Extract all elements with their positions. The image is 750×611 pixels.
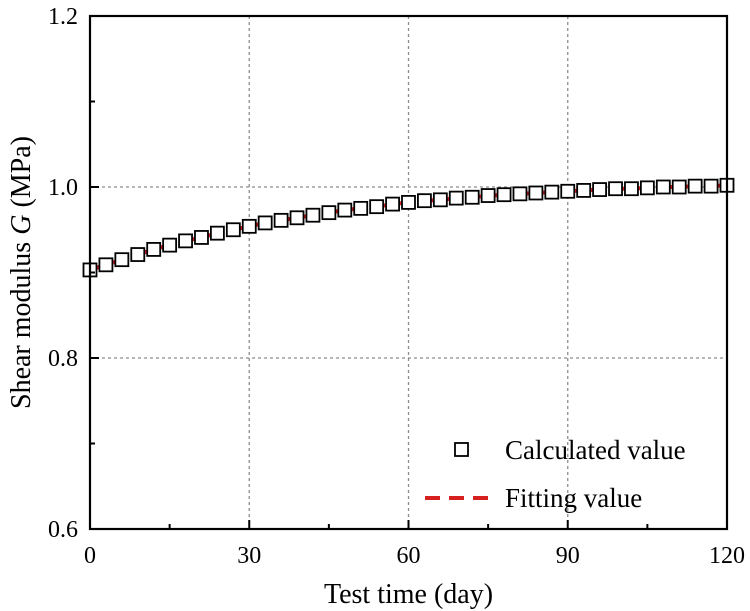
calculated-point xyxy=(178,233,193,249)
calculated-point xyxy=(146,242,162,257)
calculated-point xyxy=(257,215,273,231)
calculated-point xyxy=(225,222,241,238)
calculated-point xyxy=(353,200,369,216)
calculated-point xyxy=(560,183,576,199)
calculated-point xyxy=(528,185,544,201)
x-axis-title: Test time (day) xyxy=(324,579,493,610)
calculated-point xyxy=(496,187,512,203)
x-tick-label: 120 xyxy=(709,543,745,569)
axis-ticks xyxy=(89,15,728,530)
calculated-point xyxy=(464,189,480,205)
calculated-point xyxy=(162,237,178,253)
calculated-point xyxy=(544,184,560,200)
y-axis-title-symbol: G xyxy=(6,215,37,235)
calculated-point xyxy=(130,247,146,262)
calculated-point xyxy=(401,194,416,210)
legend-label-calculated: Calculated value xyxy=(505,435,686,465)
y-tick-label: 1.0 xyxy=(48,175,78,201)
calculated-point xyxy=(321,205,337,221)
y-tick-label: 0.8 xyxy=(48,346,78,372)
calculated-point xyxy=(273,212,289,228)
calculated-point xyxy=(576,183,592,198)
x-tick-labels: 0 30 60 90 120 xyxy=(84,543,745,569)
calculated-point xyxy=(512,186,528,202)
y-tick-label: 0.6 xyxy=(48,517,78,543)
calculated-point xyxy=(241,218,257,234)
calculated-point xyxy=(639,180,655,196)
x-tick-label: 90 xyxy=(556,543,580,569)
calculated-point xyxy=(655,179,671,195)
calculated-point xyxy=(703,178,719,194)
calculated-point xyxy=(432,192,448,208)
calculated-point xyxy=(417,193,432,209)
calculated-point xyxy=(98,257,114,273)
calculated-point xyxy=(209,225,225,241)
calculated-point xyxy=(671,179,687,195)
y-tick-label: 1.2 xyxy=(48,4,78,30)
calculated-point xyxy=(448,190,464,206)
y-axis-title: Shear modulus G (MPa) xyxy=(6,136,37,409)
calculated-point xyxy=(687,178,703,194)
x-tick-label: 0 xyxy=(84,543,96,569)
calculated-point xyxy=(608,181,623,197)
calculated-point xyxy=(337,202,353,218)
calculated-point xyxy=(289,210,305,226)
calculated-point xyxy=(385,196,400,212)
legend: Calculated value Fitting value xyxy=(425,435,686,513)
calculated-point xyxy=(114,252,130,268)
calculated-point xyxy=(369,199,385,215)
y-axis-title-suffix: (MPa) xyxy=(6,136,37,215)
calculated-series xyxy=(82,177,735,278)
x-tick-label: 30 xyxy=(237,543,261,569)
calculated-point xyxy=(305,207,321,223)
legend-label-fitting: Fitting value xyxy=(505,483,642,513)
calculated-point xyxy=(592,182,607,197)
legend-marker-calculated xyxy=(454,442,469,457)
x-tick-label: 60 xyxy=(397,543,421,569)
calculated-point xyxy=(480,188,496,203)
y-axis-title-prefix: Shear modulus xyxy=(6,235,37,409)
y-tick-labels: 0.6 0.8 1.0 1.2 xyxy=(48,4,78,543)
calculated-point xyxy=(194,230,209,245)
calculated-point xyxy=(624,181,639,197)
